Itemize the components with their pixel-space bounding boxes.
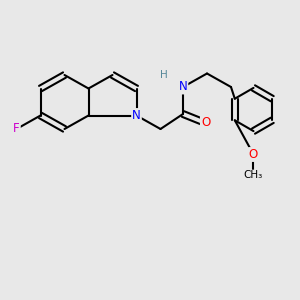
Text: H: H bbox=[160, 70, 167, 80]
Text: N: N bbox=[178, 80, 188, 94]
Text: O: O bbox=[201, 116, 210, 130]
Text: CH₃: CH₃ bbox=[244, 170, 263, 181]
Text: N: N bbox=[132, 109, 141, 122]
Text: O: O bbox=[249, 148, 258, 161]
Text: F: F bbox=[13, 122, 20, 136]
